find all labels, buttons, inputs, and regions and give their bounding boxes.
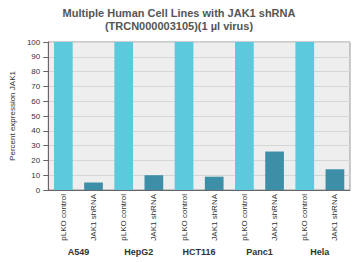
svg-text:JAK1 shRNA: JAK1 shRNA xyxy=(149,193,158,240)
svg-text:70: 70 xyxy=(31,82,40,91)
svg-text:90: 90 xyxy=(31,52,40,61)
svg-text:JAK1 shRNA: JAK1 shRNA xyxy=(270,193,279,240)
svg-text:20: 20 xyxy=(31,156,40,165)
svg-text:HCT116: HCT116 xyxy=(183,247,216,257)
svg-text:Hela: Hela xyxy=(310,247,330,257)
svg-text:100: 100 xyxy=(27,38,41,47)
svg-text:50: 50 xyxy=(31,112,40,121)
svg-text:Multiple Human Cell Lines with: Multiple Human Cell Lines with JAK1 shRN… xyxy=(63,7,296,19)
svg-text:JAK1 shRNA: JAK1 shRNA xyxy=(89,193,98,240)
svg-text:40: 40 xyxy=(31,126,40,135)
svg-text:Percent expression JAK1: Percent expression JAK1 xyxy=(8,71,17,161)
svg-text:pLKO control: pLKO control xyxy=(300,194,309,241)
svg-text:JAK1 shRNA: JAK1 shRNA xyxy=(210,193,219,240)
svg-text:30: 30 xyxy=(31,141,40,150)
svg-text:pLKO control: pLKO control xyxy=(59,194,68,241)
svg-text:pLKO control: pLKO control xyxy=(240,194,249,241)
svg-text:JAK1 shRNA: JAK1 shRNA xyxy=(330,193,339,240)
svg-text:60: 60 xyxy=(31,97,40,106)
svg-text:A549: A549 xyxy=(68,247,90,257)
svg-text:(TRCN000003105)(1 µl virus): (TRCN000003105)(1 µl virus) xyxy=(105,20,254,32)
svg-text:pLKO control: pLKO control xyxy=(119,194,128,241)
svg-text:HepG2: HepG2 xyxy=(124,247,153,257)
svg-text:Panc1: Panc1 xyxy=(246,247,273,257)
svg-text:pLKO control: pLKO control xyxy=(180,194,189,241)
svg-text:80: 80 xyxy=(31,67,40,76)
svg-text:10: 10 xyxy=(31,171,40,180)
svg-text:0: 0 xyxy=(36,186,41,195)
